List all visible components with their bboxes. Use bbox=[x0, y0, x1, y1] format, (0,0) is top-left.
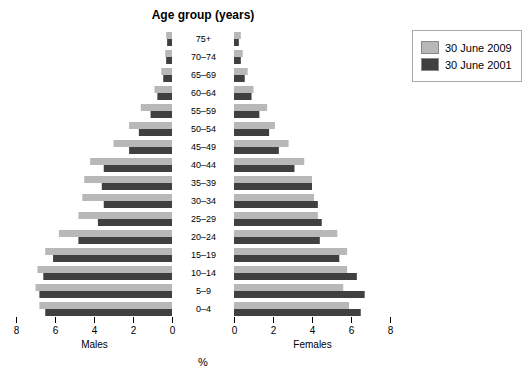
svg-text:0–4: 0–4 bbox=[196, 304, 211, 314]
svg-text:Females: Females bbox=[293, 339, 331, 350]
svg-text:4: 4 bbox=[310, 325, 316, 336]
svg-text:4: 4 bbox=[92, 325, 98, 336]
svg-text:40–44: 40–44 bbox=[191, 160, 216, 170]
svg-text:60–64: 60–64 bbox=[191, 88, 216, 98]
svg-text:6: 6 bbox=[53, 325, 59, 336]
svg-text:8: 8 bbox=[14, 325, 20, 336]
html-text:Age group (years): Age group (years) bbox=[151, 8, 255, 22]
svg-text:45–49: 45–49 bbox=[191, 142, 216, 152]
svg-text:65–69: 65–69 bbox=[191, 70, 216, 80]
svg-text:2: 2 bbox=[271, 325, 277, 336]
svg-text:5–9: 5–9 bbox=[196, 286, 211, 296]
svg-text:20–24: 20–24 bbox=[191, 232, 216, 242]
svg-text:0: 0 bbox=[232, 325, 238, 336]
html-text:30 June 2001: 30 June 2001 bbox=[445, 58, 512, 71]
svg-text:0: 0 bbox=[170, 325, 176, 336]
svg-text:8: 8 bbox=[388, 325, 394, 336]
svg-text:30–34: 30–34 bbox=[191, 196, 216, 206]
svg-text:55–59: 55–59 bbox=[191, 106, 216, 116]
svg-text:25–29: 25–29 bbox=[191, 214, 216, 224]
svg-text:75+: 75+ bbox=[196, 34, 211, 44]
html-text:30 June 2009: 30 June 2009 bbox=[445, 41, 512, 54]
svg-text:Males: Males bbox=[81, 339, 108, 350]
svg-text:10–14: 10–14 bbox=[191, 268, 216, 278]
svg-text:6: 6 bbox=[349, 325, 355, 336]
svg-text:15–19: 15–19 bbox=[191, 250, 216, 260]
svg-text:35–39: 35–39 bbox=[191, 178, 216, 188]
svg-text:70–74: 70–74 bbox=[191, 52, 216, 62]
svg-text:2: 2 bbox=[131, 325, 137, 336]
svg-text:50–54: 50–54 bbox=[191, 124, 216, 134]
